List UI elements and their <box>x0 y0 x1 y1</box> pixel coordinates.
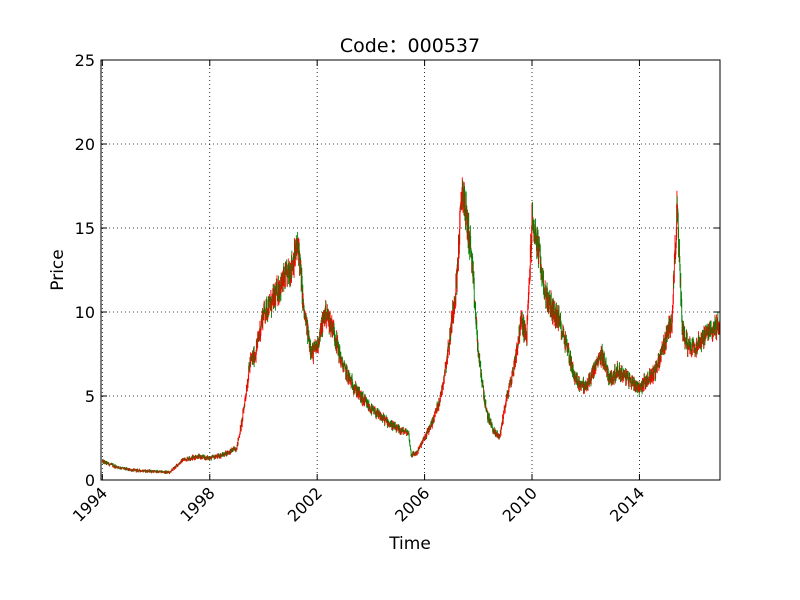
x-tick-label: 2010 <box>499 483 541 525</box>
y-tick-label: 20 <box>75 135 95 154</box>
plot-background <box>101 60 720 480</box>
y-axis: 0 5 10 15 20 25 <box>75 51 720 490</box>
plot-frame <box>100 59 721 481</box>
y-tick-label: 25 <box>75 51 95 70</box>
y-tick-label: 15 <box>75 219 95 238</box>
x-tick-label: 1998 <box>176 483 218 525</box>
x-tick-label: 1994 <box>69 483 111 525</box>
x-tick-label: 2014 <box>606 483 648 525</box>
x-tick-label: 2002 <box>284 483 326 525</box>
y-tick-label: 0 <box>85 471 95 490</box>
x-tick-label: 2006 <box>391 483 433 525</box>
y-tick-label: 5 <box>85 387 95 406</box>
y-tick-label: 10 <box>75 303 95 322</box>
x-axis-label: Time <box>388 534 431 554</box>
chart-title: Code：000537 <box>340 35 480 57</box>
y-axis-label: Price <box>48 249 68 290</box>
candlestick-series <box>101 177 721 475</box>
